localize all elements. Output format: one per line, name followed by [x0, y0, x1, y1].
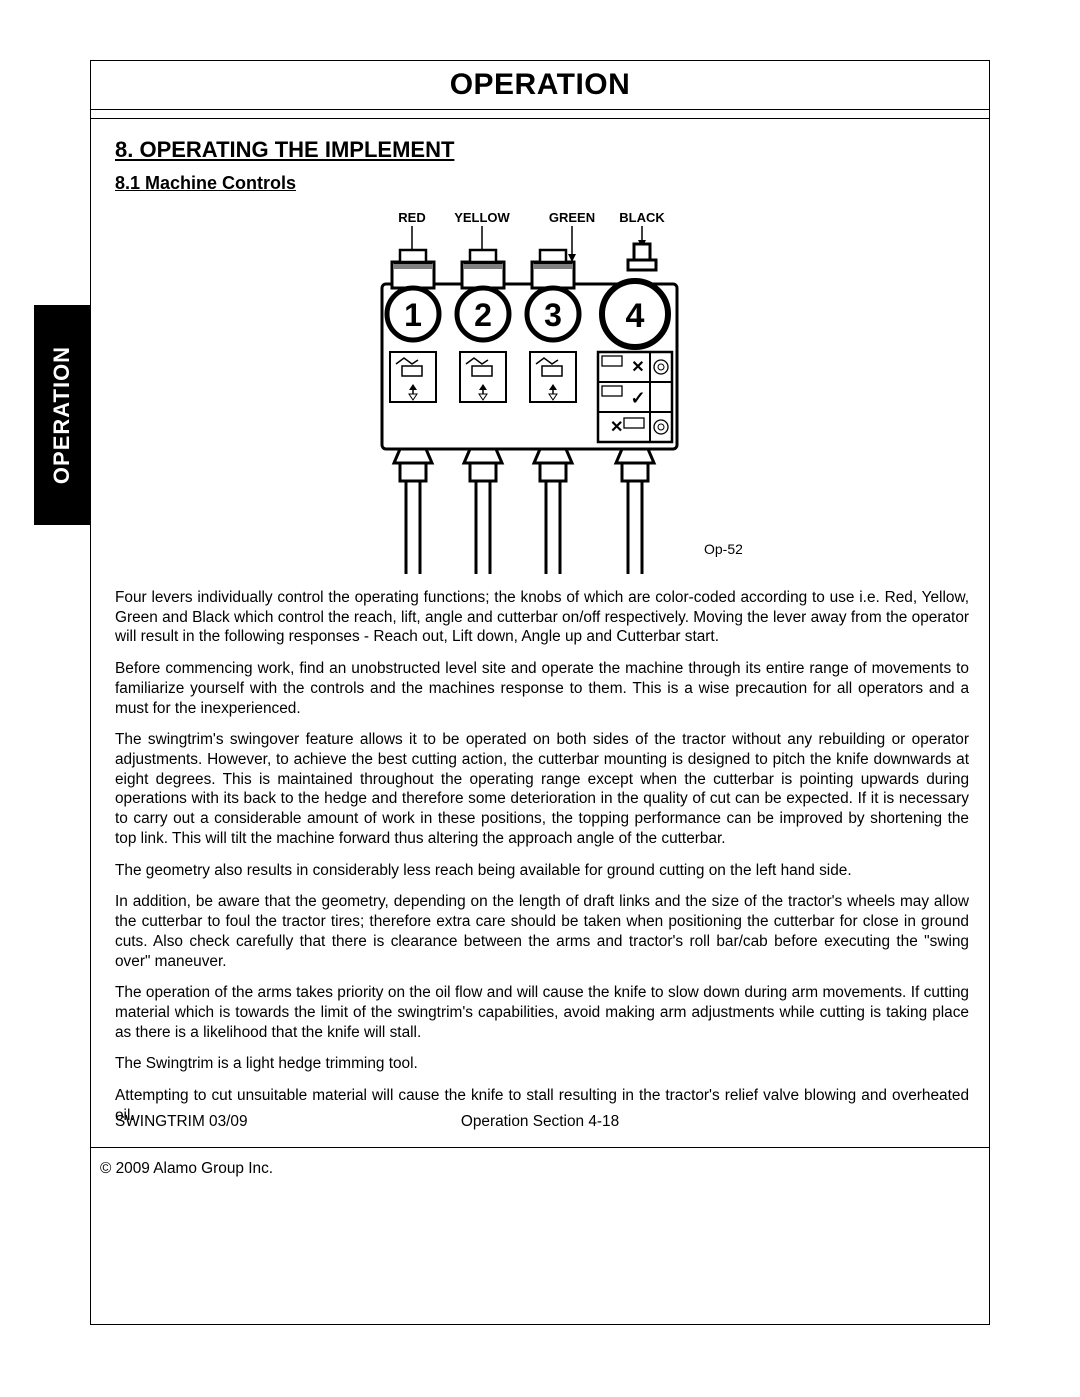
controls-diagram: RED YELLOW GREEN BLACK	[115, 204, 969, 574]
svg-text:4: 4	[626, 297, 645, 335]
knob-4: 4	[602, 281, 668, 347]
label-green: GREEN	[549, 210, 595, 225]
svg-text:1: 1	[404, 297, 422, 333]
label-red: RED	[398, 210, 425, 225]
para-4: The geometry also results in considerabl…	[115, 861, 969, 881]
icon-panel-2	[460, 352, 506, 402]
svg-text:3: 3	[544, 297, 562, 333]
lever-base-1	[392, 250, 434, 288]
controls-diagram-svg: RED YELLOW GREEN BLACK	[342, 204, 742, 574]
hose-2	[464, 449, 502, 574]
svg-text:✕: ✕	[610, 419, 623, 436]
body-text: Four levers individually control the ope…	[115, 588, 969, 1126]
svg-text:2: 2	[474, 297, 492, 333]
hose-1	[394, 449, 432, 574]
footer-row: SWINGTRIM 03/09 Operation Section 4-18	[115, 1113, 965, 1131]
icon-panel-3	[530, 352, 576, 402]
knob-2: 2	[457, 288, 509, 340]
knob-1: 1	[387, 288, 439, 340]
para-5: In addition, be aware that the geometry,…	[115, 892, 969, 971]
svg-text:✓: ✓	[630, 388, 645, 408]
para-1: Four levers individually control the ope…	[115, 588, 969, 647]
footer-center: Operation Section 4-18	[115, 1113, 965, 1131]
hose-4	[616, 449, 654, 574]
label-black: BLACK	[619, 210, 665, 225]
section-heading: 8. OPERATING THE IMPLEMENT	[115, 137, 969, 163]
diagram-caption: Op-526	[704, 541, 742, 557]
hose-3	[534, 449, 572, 574]
label-yellow: YELLOW	[454, 210, 510, 225]
knob-3: 3	[527, 288, 579, 340]
para-3: The swingtrim's swingover feature allows…	[115, 730, 969, 848]
lever-base-4	[628, 244, 656, 270]
icon-panel-4: ✕ ✓ ✕	[598, 352, 672, 442]
sub-heading: 8.1 Machine Controls	[115, 173, 969, 194]
icon-panel-1	[390, 352, 436, 402]
header-box: OPERATION	[90, 60, 990, 110]
sidebar-label: OPERATION	[49, 346, 75, 484]
para-2: Before commencing work, find an unobstru…	[115, 659, 969, 718]
lever-base-3	[532, 250, 574, 288]
page-title: OPERATION	[450, 68, 631, 102]
para-7: The Swingtrim is a light hedge trimming …	[115, 1054, 969, 1074]
content-box: 8. OPERATING THE IMPLEMENT 8.1 Machine C…	[90, 118, 990, 1148]
sidebar-tab: OPERATION	[34, 305, 90, 525]
lever-base-2	[462, 250, 504, 288]
para-6: The operation of the arms takes priority…	[115, 983, 969, 1042]
copyright: © 2009 Alamo Group Inc.	[100, 1160, 273, 1178]
svg-text:✕: ✕	[631, 359, 644, 376]
